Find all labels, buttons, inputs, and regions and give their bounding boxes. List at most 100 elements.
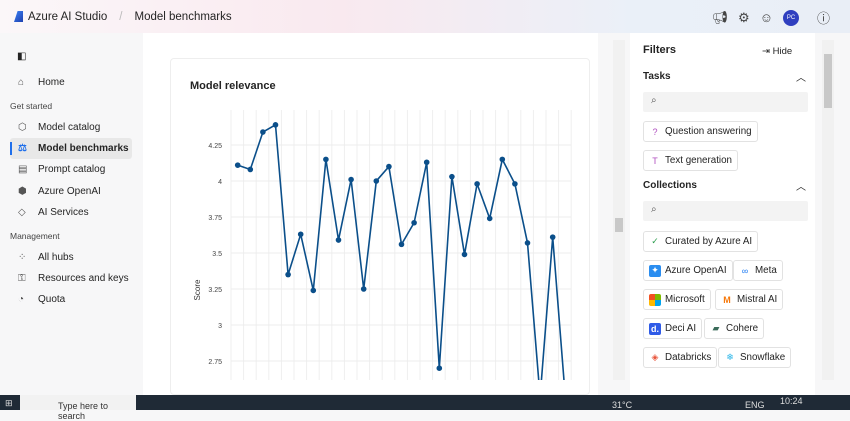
data-point[interactable] — [461, 251, 468, 258]
data-point[interactable] — [285, 271, 291, 278]
top-header: Azure AI Studio / Model benchmarks 📢︎ ⚙ … — [0, 0, 850, 33]
data-point[interactable] — [386, 163, 392, 170]
meta-icon: ∞ — [741, 265, 749, 276]
chip-text-generation[interactable]: T Text generation — [643, 150, 738, 171]
data-point[interactable] — [348, 176, 354, 183]
sidebar-item-resources-and-keys[interactable]: ⚿ Resources and keys — [10, 268, 132, 289]
data-point[interactable] — [512, 181, 518, 187]
chip-label: Curated by Azure AI — [665, 236, 753, 247]
data-point[interactable] — [272, 122, 279, 128]
chip-snowflake[interactable]: ❄ Snowflake — [718, 347, 792, 368]
data-point[interactable] — [297, 231, 304, 238]
y-axis-label: Score — [193, 279, 202, 300]
sidebar-item-label: Prompt catalog — [38, 164, 106, 175]
chip-question-answering[interactable]: ? Question answering — [643, 121, 758, 142]
main-scrollbar[interactable] — [613, 40, 625, 380]
data-point[interactable] — [310, 287, 317, 294]
data-point[interactable] — [474, 181, 480, 187]
sidebar-item-model-benchmarks[interactable]: ⚖ Model benchmarks — [10, 138, 132, 159]
azure-openai-icon: ✦ — [649, 264, 661, 277]
data-point[interactable] — [423, 159, 430, 166]
hide-label: Hide — [772, 46, 793, 57]
chip-meta[interactable]: ∞ Meta — [733, 260, 783, 281]
data-point[interactable] — [373, 178, 380, 184]
data-point[interactable] — [411, 219, 417, 226]
data-point[interactable] — [234, 162, 241, 168]
hubs-icon: ⁘ — [18, 252, 27, 263]
chip-label: Databricks — [665, 352, 712, 363]
data-point[interactable] — [260, 129, 266, 135]
taskbar-search-input[interactable]: Type here to search — [20, 395, 136, 421]
chip-curated-by-azure-ai[interactable]: ✓ Curated by Azure AI — [643, 231, 759, 252]
windows-start-icon[interactable]: ⊞ — [5, 398, 13, 408]
chip-label: Snowflake — [740, 352, 786, 363]
data-point[interactable] — [335, 237, 342, 243]
megaphone-icon[interactable]: 📢︎ — [711, 9, 729, 25]
chip-mistral-ai[interactable]: M Mistral AI — [715, 289, 784, 310]
chip-label: Text generation — [665, 155, 732, 166]
help-icon[interactable]: ⓘ — [816, 11, 830, 26]
deci-icon: d. — [649, 322, 661, 335]
language-indicator[interactable]: ENG — [745, 400, 765, 410]
data-point[interactable] — [436, 365, 443, 372]
text-generation-icon: T — [652, 155, 658, 166]
sidebar-item-home[interactable]: ⌂ Home — [10, 72, 132, 93]
data-point[interactable] — [323, 156, 329, 163]
sidebar-item-quota[interactable]: ◔ Quota — [10, 289, 132, 310]
sidebar-item-label: Model catalog — [38, 122, 101, 133]
sidebar-item-ai-services[interactable]: ◇ AI Services — [10, 202, 132, 223]
hide-filters-button[interactable]: ⇥ Hide — [762, 46, 792, 57]
key-icon: ⚿ — [18, 273, 26, 284]
chart-title: Model relevance — [190, 80, 276, 92]
data-point[interactable] — [524, 240, 531, 246]
sidebar: ◧ ⌂ Home Get started ⬡ Model catalog ⚖ Mode… — [0, 33, 143, 395]
data-point[interactable] — [247, 166, 254, 173]
filters-scrollbar[interactable] — [822, 40, 834, 380]
sidebar-item-all-hubs[interactable]: ⁘ All hubs — [10, 247, 132, 268]
section-management: Management — [10, 231, 60, 241]
tasks-search-input[interactable]: ⌕ — [643, 92, 808, 112]
chip-label: Microsoft — [665, 294, 705, 305]
collections-section-header[interactable]: Collections — [643, 180, 697, 191]
chevron-up-icon[interactable]: ︿ — [796, 182, 806, 193]
chip-microsoft[interactable]: Microsoft — [643, 289, 711, 310]
avatar[interactable]: PC — [782, 9, 799, 26]
cohere-icon: ▰ — [712, 323, 720, 333]
main-content: Model relevance — [143, 33, 598, 395]
databricks-icon: ◈ — [651, 352, 659, 362]
app-title[interactable]: Azure AI Studio — [28, 10, 108, 23]
data-point[interactable] — [486, 215, 493, 222]
chip-label: Cohere — [726, 323, 759, 334]
data-point[interactable] — [499, 156, 506, 163]
data-point[interactable] — [449, 173, 455, 180]
clock-time[interactable]: 10:24 — [780, 396, 803, 406]
section-get-started: Get started — [10, 101, 53, 111]
sidebar-item-label: Quota — [38, 294, 66, 305]
chip-label: Azure OpenAI — [665, 265, 727, 276]
chip-databricks[interactable]: ◈ Databricks — [643, 347, 718, 368]
sidebar-item-label: Home — [38, 77, 65, 88]
tasks-section-header[interactable]: Tasks — [643, 71, 671, 82]
chevron-up-icon[interactable]: ︿ — [796, 73, 806, 84]
quota-icon: ◔ — [18, 294, 25, 305]
search-placeholder: Type here to search — [58, 401, 109, 421]
sidebar-item-model-catalog[interactable]: ⬡ Model catalog — [10, 117, 132, 138]
openai-icon: ⬢ — [18, 186, 27, 197]
gear-icon[interactable]: ⚙ — [738, 9, 750, 25]
sidebar-item-prompt-catalog[interactable]: ▤ Prompt catalog — [10, 159, 132, 180]
data-point[interactable] — [549, 234, 556, 240]
search-icon: ⌕ — [651, 95, 657, 106]
smiley-icon[interactable]: ☺ — [759, 10, 773, 25]
collections-search-input[interactable]: ⌕ — [643, 201, 808, 221]
y-tick-label: 2.75 — [208, 359, 222, 366]
weather-temperature[interactable]: 31°C — [612, 400, 633, 410]
chip-deci-ai[interactable]: d. Deci AI — [643, 318, 703, 339]
chip-cohere[interactable]: ▰ Cohere — [704, 318, 765, 339]
chip-label: Meta — [755, 265, 777, 276]
sidebar-item-azure-openai[interactable]: ⬢ Azure OpenAI — [10, 181, 132, 202]
chip-azure-openai[interactable]: ✦ Azure OpenAI — [643, 260, 733, 281]
data-point[interactable] — [360, 286, 367, 292]
data-point[interactable] — [398, 241, 405, 248]
collapse-sidebar-icon[interactable]: ◧ — [17, 51, 27, 62]
y-tick-label: 4.25 — [208, 143, 222, 150]
